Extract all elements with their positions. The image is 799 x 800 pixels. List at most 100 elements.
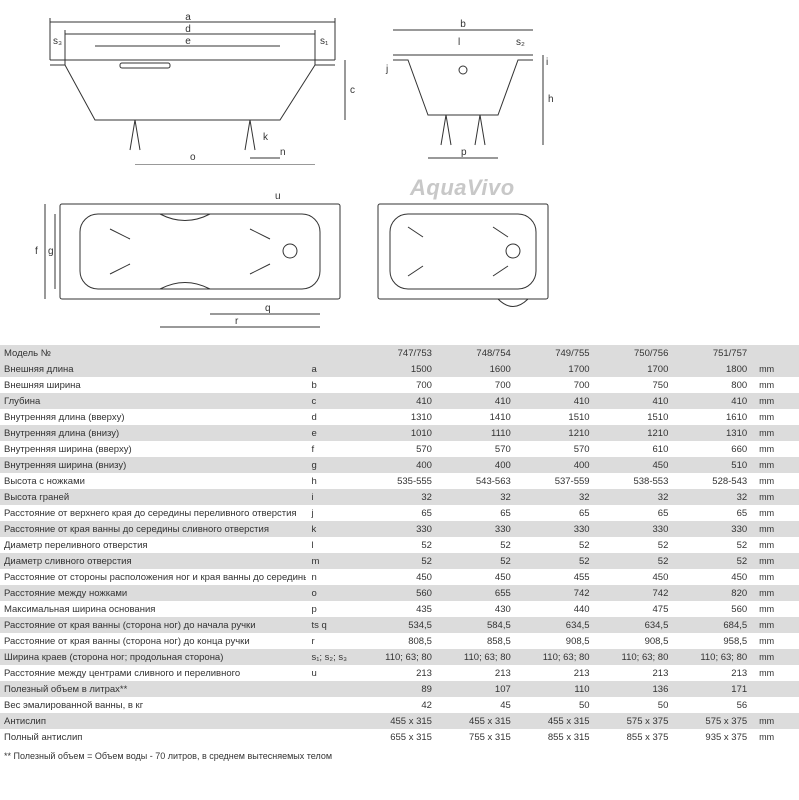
table-row: Расстояние от края ванны до середины сли… bbox=[0, 521, 799, 537]
row-value: 32 bbox=[519, 489, 598, 505]
row-value: 110; 63; 80 bbox=[598, 649, 677, 665]
row-label: Расстояние от края ванны (сторона ног) д… bbox=[0, 633, 306, 649]
row-symbol: ts q bbox=[306, 617, 361, 633]
row-unit: mm bbox=[755, 409, 799, 425]
row-value: 1800 bbox=[676, 361, 755, 377]
table-row: Расстояние от края ванны (сторона ног) д… bbox=[0, 617, 799, 633]
row-label: Диаметр переливного отверстия bbox=[0, 537, 306, 553]
row-value: 110 bbox=[519, 681, 598, 697]
table-row: Расстояние между центрами сливного и пер… bbox=[0, 665, 799, 681]
table-row: Ширина краев (сторона ног; продольная ст… bbox=[0, 649, 799, 665]
row-value: 450 bbox=[361, 569, 440, 585]
row-value: 455 x 315 bbox=[361, 713, 440, 729]
row-value: 50 bbox=[519, 697, 598, 713]
row-value: 570 bbox=[440, 441, 519, 457]
row-value: 858,5 bbox=[440, 633, 519, 649]
row-value: 660 bbox=[676, 441, 755, 457]
row-label: Высота с ножками bbox=[0, 473, 306, 489]
row-value: 52 bbox=[519, 537, 598, 553]
svg-text:s₃: s₃ bbox=[53, 36, 62, 47]
row-label: Внешняя длина bbox=[0, 361, 306, 377]
row-value: 410 bbox=[361, 393, 440, 409]
svg-text:s₁: s₁ bbox=[320, 36, 329, 47]
row-value: 958,5 bbox=[676, 633, 755, 649]
row-value: 820 bbox=[676, 585, 755, 601]
table-row: Внешняя ширинаb700700700750800mm bbox=[0, 377, 799, 393]
row-unit bbox=[755, 697, 799, 713]
row-value: 435 bbox=[361, 601, 440, 617]
row-value: 537-559 bbox=[519, 473, 598, 489]
svg-text:c: c bbox=[350, 85, 355, 96]
row-unit: mm bbox=[755, 377, 799, 393]
row-value: 65 bbox=[519, 505, 598, 521]
svg-text:o: o bbox=[190, 152, 196, 163]
row-value: 65 bbox=[676, 505, 755, 521]
row-value: 560 bbox=[676, 601, 755, 617]
row-value: 935 x 375 bbox=[676, 729, 755, 745]
diagram-end-elevation: b l s₂ h i j p bbox=[368, 10, 558, 165]
row-value: 42 bbox=[361, 697, 440, 713]
row-value: 136 bbox=[598, 681, 677, 697]
row-unit: mm bbox=[755, 601, 799, 617]
row-symbol bbox=[306, 713, 361, 729]
header-model-2: 749/755 bbox=[519, 345, 598, 361]
row-value: 52 bbox=[519, 553, 598, 569]
row-label: Антислип bbox=[0, 713, 306, 729]
row-value: 213 bbox=[598, 665, 677, 681]
row-unit bbox=[755, 681, 799, 697]
row-value: 808,5 bbox=[361, 633, 440, 649]
row-value: 1700 bbox=[598, 361, 677, 377]
row-symbol: k bbox=[306, 521, 361, 537]
row-value: 330 bbox=[598, 521, 677, 537]
row-value: 45 bbox=[440, 697, 519, 713]
row-value: 570 bbox=[519, 441, 598, 457]
row-symbol bbox=[306, 729, 361, 745]
row-value: 584,5 bbox=[440, 617, 519, 633]
header-model-label: Модель № bbox=[0, 345, 306, 361]
row-value: 89 bbox=[361, 681, 440, 697]
row-symbol: e bbox=[306, 425, 361, 441]
row-value: 538-553 bbox=[598, 473, 677, 489]
diagram-top-plan-right bbox=[368, 179, 558, 334]
row-unit: mm bbox=[755, 361, 799, 377]
row-value: 171 bbox=[676, 681, 755, 697]
row-value: 634,5 bbox=[519, 617, 598, 633]
row-unit: mm bbox=[755, 537, 799, 553]
row-value: 655 x 315 bbox=[361, 729, 440, 745]
row-label: Полный антислип bbox=[0, 729, 306, 745]
row-value: 50 bbox=[598, 697, 677, 713]
row-symbol: p bbox=[306, 601, 361, 617]
row-value: 213 bbox=[440, 665, 519, 681]
row-value: 908,5 bbox=[519, 633, 598, 649]
row-unit: mm bbox=[755, 457, 799, 473]
row-value: 1610 bbox=[676, 409, 755, 425]
svg-text:n: n bbox=[280, 147, 286, 158]
row-value: 32 bbox=[361, 489, 440, 505]
row-label: Внешняя ширина bbox=[0, 377, 306, 393]
row-value: 908,5 bbox=[598, 633, 677, 649]
row-value: 52 bbox=[598, 553, 677, 569]
row-unit: mm bbox=[755, 569, 799, 585]
row-value: 410 bbox=[676, 393, 755, 409]
row-value: 52 bbox=[440, 537, 519, 553]
svg-text:b: b bbox=[460, 19, 466, 30]
row-symbol: o bbox=[306, 585, 361, 601]
table-row: Расстояние от края ванны (сторона ног) д… bbox=[0, 633, 799, 649]
row-symbol: c bbox=[306, 393, 361, 409]
row-label: Расстояние между ножками bbox=[0, 585, 306, 601]
table-row: Вес эмалированной ванны, в кг4245505056 bbox=[0, 697, 799, 713]
spec-table: Модель № 747/753 748/754 749/755 750/756… bbox=[0, 345, 799, 745]
row-value: 634,5 bbox=[598, 617, 677, 633]
svg-text:g: g bbox=[48, 246, 54, 257]
row-value: 330 bbox=[440, 521, 519, 537]
row-unit: mm bbox=[755, 649, 799, 665]
table-row: Расстояние между ножкамиo560655742742820… bbox=[0, 585, 799, 601]
row-unit: mm bbox=[755, 713, 799, 729]
row-value: 410 bbox=[519, 393, 598, 409]
row-value: 410 bbox=[440, 393, 519, 409]
row-value: 528-543 bbox=[676, 473, 755, 489]
row-label: Ширина краев (сторона ног; продольная ст… bbox=[0, 649, 306, 665]
row-symbol: s₁; s₂; s₃ bbox=[306, 649, 361, 665]
row-value: 455 x 315 bbox=[440, 713, 519, 729]
row-value: 855 x 315 bbox=[519, 729, 598, 745]
